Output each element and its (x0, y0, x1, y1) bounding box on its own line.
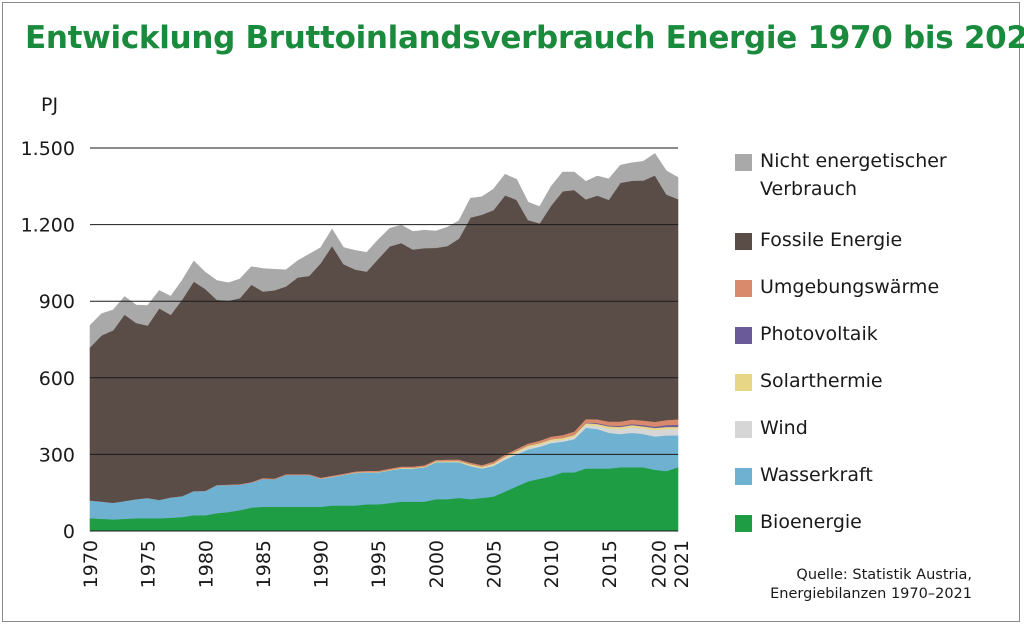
y-tick-label: 600 (39, 368, 75, 390)
legend-swatch (735, 327, 752, 344)
legend-label: Umgebungswärme (760, 276, 940, 298)
x-tick-label: 1980 (195, 540, 217, 588)
x-tick-label: 2010 (541, 540, 563, 588)
legend-swatch (735, 374, 752, 391)
legend-swatch (735, 154, 752, 171)
y-tick-label: 1.200 (21, 215, 75, 237)
legend-label: Nicht energetischer Verbrauch (760, 150, 947, 200)
x-tick-label: 2000 (426, 540, 448, 588)
y-tick-label: 300 (39, 444, 75, 466)
gridlines (90, 147, 678, 532)
source-line-1: Quelle: Statistik Austria, (796, 567, 972, 583)
x-tick-label: 1970 (80, 540, 102, 588)
source-line-2: Energiebilanzen 1970–2021 (770, 586, 972, 602)
area-series-group (89, 153, 679, 532)
legend-label: Fossile Energie (760, 229, 903, 251)
x-tick-label: 1995 (368, 540, 390, 588)
area-series-nicht_energetisch (89, 153, 679, 348)
x-tick-label: 1985 (253, 540, 275, 588)
chart-title: Entwicklung Bruttoinlandsverbrauch Energ… (25, 20, 1024, 56)
y-tick-label: 900 (39, 291, 75, 313)
legend-label: Wind (760, 417, 808, 439)
x-tick-label: 1975 (138, 540, 160, 588)
legend-item-photovoltaik: Photovoltaik (735, 323, 990, 348)
x-tick-label: 2015 (599, 540, 621, 588)
x-tick-label: 2021 (671, 540, 693, 588)
legend-item-fossile: Fossile Energie (735, 229, 990, 254)
y-tick-label: 1.500 (21, 138, 75, 160)
legend-item-bioenergie: Bioenergie (735, 511, 990, 536)
legend-swatch (735, 421, 752, 438)
legend-label: Photovoltaik (760, 323, 878, 345)
legend-label: Bioenergie (760, 511, 862, 533)
y-tick-label: 0 (63, 521, 75, 543)
legend-swatch (735, 515, 752, 532)
legend-label: Wasserkraft (760, 464, 873, 486)
y-axis-unit-label: PJ (41, 94, 59, 116)
legend-item-umgebungswaerme: Umgebungswärme (735, 276, 990, 301)
x-tick-label: 2020 (649, 540, 671, 588)
y-axis-ticks: 0 300 600 900 1.200 1.500 (21, 138, 75, 543)
legend-item-wind: Wind (735, 417, 990, 442)
legend-item-nicht_energetisch: Nicht energetischer Verbrauch (735, 150, 990, 203)
legend-swatch (735, 468, 752, 485)
legend-swatch (735, 233, 752, 250)
x-tick-label: 1990 (311, 540, 333, 588)
legend-item-solarthermie: Solarthermie (735, 370, 990, 395)
x-axis-ticks: 1970 1975 1980 1985 1990 1995 2000 2005 2010 2015… (80, 540, 693, 588)
source-note: Quelle: Statistik Austria, Energiebilanz… (770, 566, 972, 604)
x-tick-label: 2005 (484, 540, 506, 588)
legend-item-wasserkraft: Wasserkraft (735, 464, 990, 489)
legend-swatch (735, 280, 752, 297)
legend-label: Solarthermie (760, 370, 883, 392)
